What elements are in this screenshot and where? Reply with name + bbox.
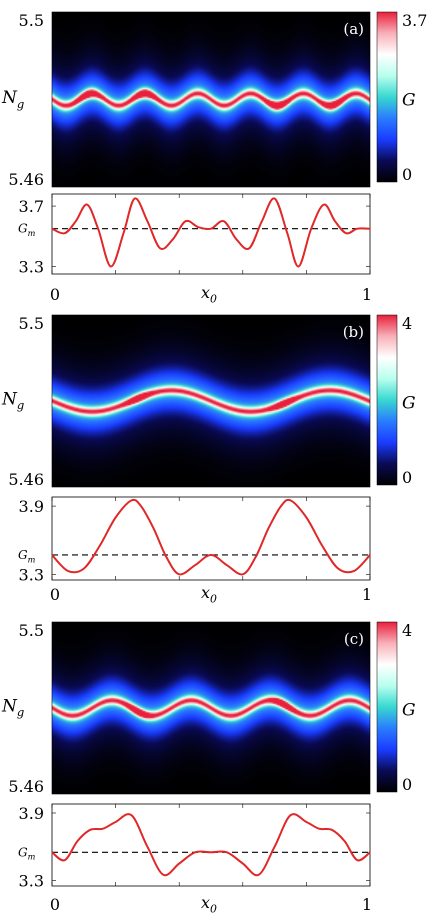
colorbar-label: G [402,91,416,111]
heatmap-ytick-bottom: 5.46 [8,170,44,189]
lineplot-xtick-0: 0 [50,895,60,914]
heatmap-frame [51,314,371,488]
heatmap-ytick-bottom: 5.46 [8,777,44,796]
heatmap-ytick-top: 5.5 [19,621,44,640]
lineplot-xlabel: x0 [201,893,217,915]
heatmap-ytick-top: 5.5 [19,11,44,30]
lineplot-frame [51,803,371,887]
colorbar-tick-min: 0 [402,165,412,184]
heatmap-image [52,315,370,487]
lineplot-frame [51,193,371,275]
lineplot-ytick-bottom: 3.3 [19,871,44,890]
heatmap-image [52,12,370,187]
colorbar-label: G [402,394,416,414]
heatmap-frame [51,11,371,188]
colorbar [376,621,398,793]
colorbar-tick-max: 3.7 [402,11,427,30]
lineplot-xtick-1: 1 [362,585,372,604]
colorbar-tick-max: 4 [402,314,412,333]
lineplot-xlabel: x0 [201,283,217,305]
heatmap-ylabel: Ng [1,88,24,111]
lineplot-frame [51,496,371,581]
conductance-curve [51,197,371,268]
lineplot-ytick-top: 3.9 [19,497,44,516]
reference-label: Gm [18,845,36,861]
colorbar [376,314,398,486]
colorbar [376,11,398,183]
panel-a: (a) 5.5 5.46 Ng 3.7 0 G 3.7 3.3 Gm 0 1 x0 [1,11,427,305]
conductance-curve [51,498,371,576]
colorbar-tick-min: 0 [402,775,412,794]
lineplot-ytick-top: 3.9 [19,804,44,823]
heatmap-ylabel: Ng [1,389,24,412]
panel-label: (b) [343,323,364,341]
lineplot-xtick-0: 0 [50,285,60,304]
lineplot-xtick-0: 0 [50,585,60,604]
heatmap-frame [51,621,371,795]
panel-label: (a) [343,20,364,38]
lineplot-ytick-top: 3.7 [19,197,44,216]
heatmap-ytick-top: 5.5 [19,314,44,333]
colorbar-tick-min: 0 [402,468,412,487]
heatmap-image [52,622,370,794]
reference-label: Gm [18,222,36,238]
colorbar-tick-max: 4 [402,621,412,640]
lineplot-xtick-1: 1 [362,285,372,304]
panel-c: (c) 5.5 5.46 Ng 4 0 G 3.9 3.3 Gm 0 1 x0 [1,621,416,915]
lineplot-ytick-bottom: 3.3 [19,257,44,276]
panel-b: (b) 5.5 5.46 Ng 4 0 G 3.9 3.3Gm 0 1 x0 [1,314,416,605]
conductance-curve [51,813,371,877]
reference-label: Gm [18,548,36,564]
lineplot-ytick-bottom: 3.3 [19,565,44,584]
lineplot-xtick-1: 1 [362,895,372,914]
panel-label: (c) [344,630,364,648]
lineplot-xlabel: x0 [201,583,217,605]
colorbar-label: G [402,701,416,721]
heatmap-ytick-bottom: 5.46 [8,470,44,489]
heatmap-ylabel: Ng [1,696,24,719]
